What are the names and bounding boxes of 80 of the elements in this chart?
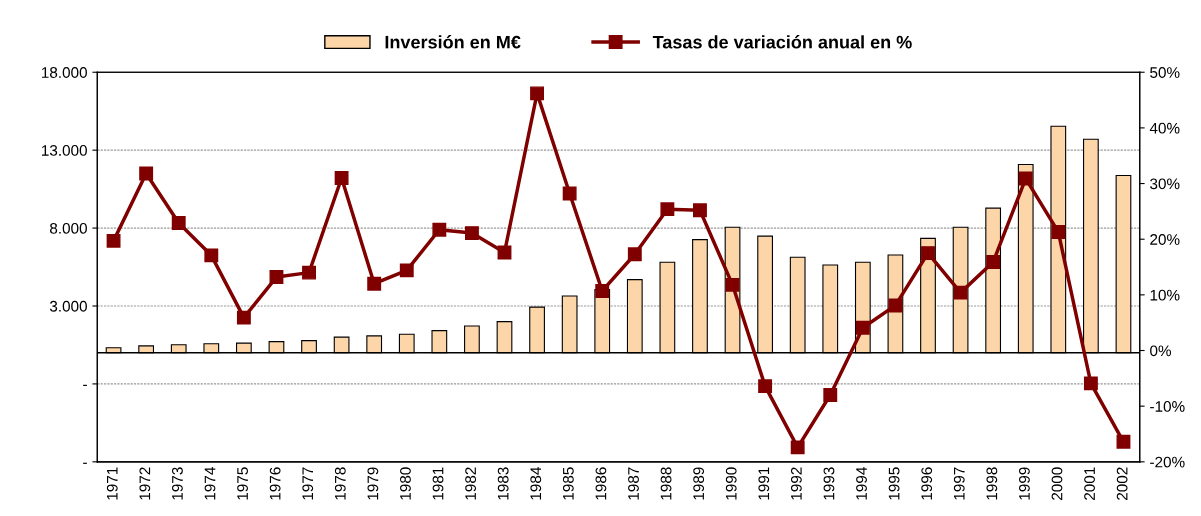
x-tick-label: 1985 [562, 467, 574, 500]
y2-tick-label: 40% [1149, 122, 1180, 134]
point [725, 277, 740, 292]
x-tick-label: 1981 [432, 467, 444, 500]
x-tick-label: 1993 [823, 467, 835, 500]
y-tick-label: 18.000 [42, 67, 87, 78]
y-tick-label: 13.000 [42, 145, 87, 156]
x-tick-label: 1972 [139, 467, 151, 500]
point [334, 171, 349, 185]
point [953, 285, 968, 300]
point [106, 233, 121, 248]
point [464, 226, 479, 241]
x-tick-label: 2001 [1084, 467, 1095, 500]
point [855, 320, 870, 335]
y-tick-label: - [83, 384, 87, 386]
point [562, 186, 577, 201]
x-tick-label: 1974 [204, 467, 216, 500]
point [399, 263, 414, 278]
point [236, 310, 251, 325]
point [139, 166, 154, 181]
point [204, 248, 219, 263]
x-tick-label: 1978 [334, 467, 346, 500]
y2-tick-label: 10% [1150, 289, 1180, 301]
point [823, 388, 838, 402]
y2-tick-label: 20% [1150, 234, 1180, 245]
y-tick-label: - [83, 462, 87, 464]
point [497, 245, 512, 260]
y2-tick-label: 30% [1150, 178, 1180, 190]
x-tick-label: 1984 [530, 467, 542, 500]
point [367, 276, 382, 291]
point [171, 216, 186, 231]
x-tick-label: 1971 [106, 467, 118, 500]
point [790, 440, 805, 455]
x-tick-label: 1990 [725, 467, 737, 500]
point [269, 270, 284, 284]
y-tick-label: 3.000 [49, 300, 87, 312]
x-tick-label: 1998 [986, 467, 998, 500]
y2-tick-label: -20% [1150, 456, 1185, 468]
x-tick-label: 1988 [660, 467, 672, 500]
point [660, 202, 675, 217]
legend-label: Inversión en M€ [385, 35, 521, 49]
x-tick-label: 1989 [693, 467, 705, 500]
x-tick-label: 1977 [302, 467, 314, 500]
x-tick-label: 1996 [921, 467, 933, 500]
x-tick-label: 1991 [758, 467, 770, 500]
y2-tick-label: 0% [1150, 345, 1172, 357]
x-tick-label: 1982 [465, 467, 477, 500]
x-tick-label: 1976 [269, 467, 281, 500]
x-tick-label: 1987 [628, 467, 639, 500]
point [693, 203, 707, 218]
point [921, 246, 935, 261]
x-tick-label: 1995 [888, 467, 900, 500]
x-tick-label: 1999 [1019, 467, 1030, 500]
point [1083, 376, 1098, 391]
x-tick-label: 1973 [172, 467, 183, 500]
point [432, 222, 447, 237]
point [888, 298, 903, 313]
x-tick-label: 1986 [595, 467, 607, 500]
x-tick-label: 1975 [237, 467, 248, 500]
x-tick-label: 2002 [1116, 467, 1128, 500]
y2-tick-label: 50% [1150, 67, 1180, 78]
point [1116, 434, 1131, 449]
x-tick-label: 1997 [953, 467, 965, 500]
y2-tick-label: -10% [1150, 401, 1185, 412]
point [1018, 171, 1033, 186]
point [595, 284, 610, 298]
point [1051, 225, 1066, 239]
point [758, 379, 773, 394]
legend-label: Tasas de variación anual en % [652, 35, 912, 49]
x-tick-label: 1992 [790, 467, 802, 500]
point [627, 247, 642, 262]
x-tick-label: 1994 [856, 467, 867, 500]
x-tick-label: 1980 [400, 467, 411, 500]
point [530, 86, 545, 101]
y-tick-label: 8.000 [49, 222, 87, 234]
point [302, 265, 316, 280]
point [986, 255, 1001, 269]
x-tick-label: 1983 [497, 467, 509, 500]
x-tick-label: 1979 [367, 467, 379, 500]
x-tick-label: 2000 [1051, 467, 1063, 500]
